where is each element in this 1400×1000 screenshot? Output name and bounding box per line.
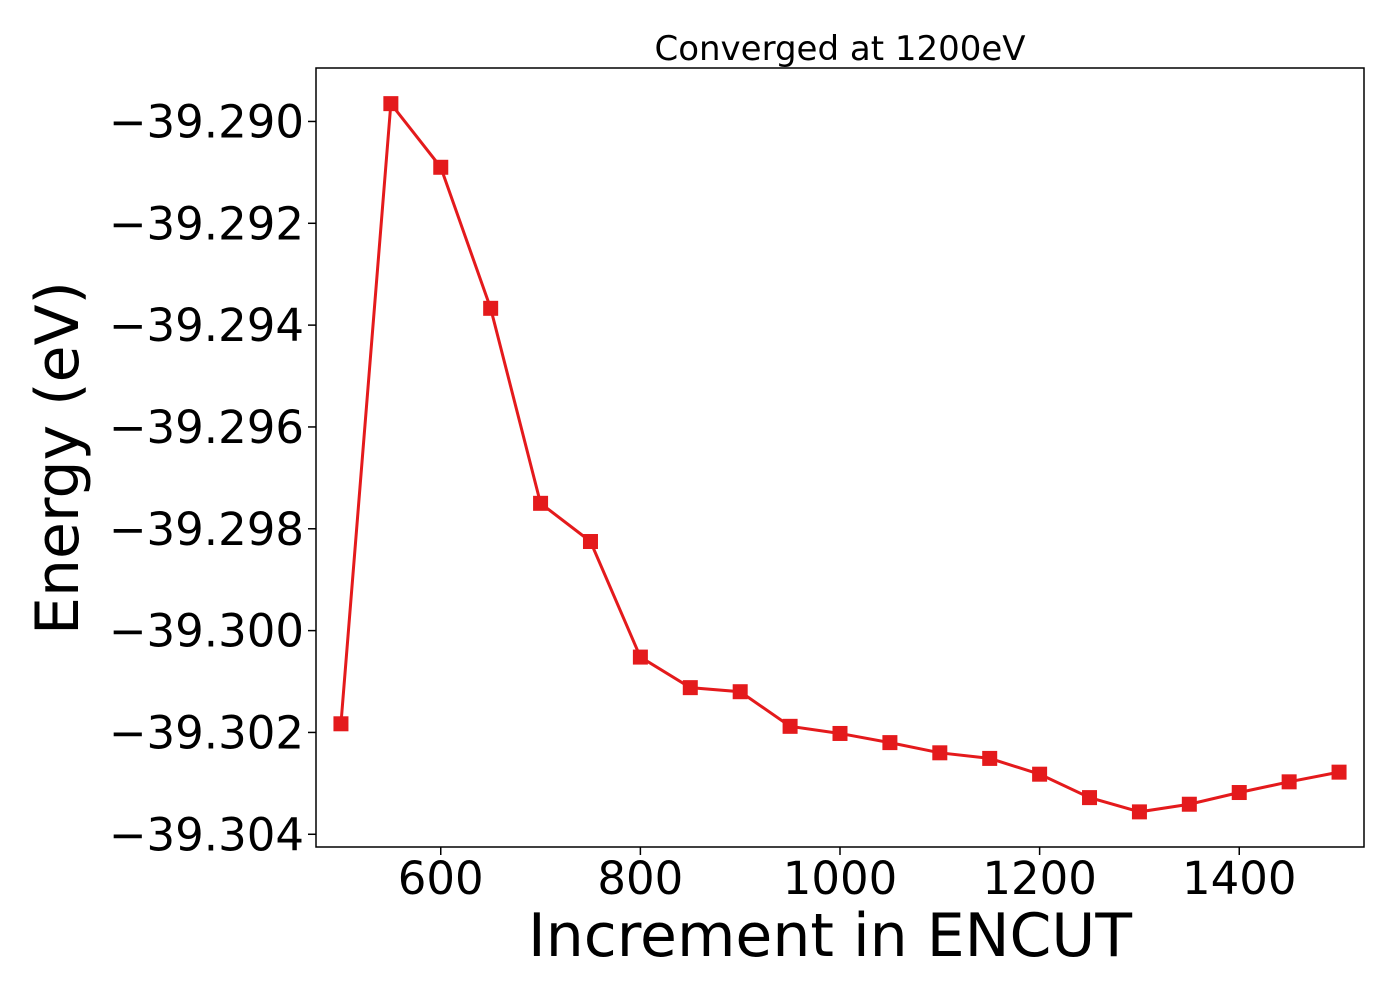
data-point xyxy=(333,716,349,732)
y-tick-label: −39.302 xyxy=(109,706,304,759)
series-line xyxy=(339,99,1340,814)
data-point xyxy=(632,649,648,665)
x-tick-label: 1400 xyxy=(1182,852,1297,905)
data-point xyxy=(882,735,898,751)
y-tick-label: −39.290 xyxy=(109,95,304,148)
y-axis-label: Energy (eV) xyxy=(23,281,93,635)
x-tick-label: 600 xyxy=(398,852,484,905)
x-tick-label: 1200 xyxy=(982,852,1097,905)
x-axis: 600 800 1000 1200 1400 xyxy=(398,847,1297,905)
data-point xyxy=(732,684,748,700)
data-point xyxy=(533,495,549,511)
y-axis: −39.290 −39.292 −39.294 −39.296 −39.298 −39.3… xyxy=(109,95,316,861)
y-tick-label: −39.298 xyxy=(109,503,304,556)
data-point xyxy=(1032,766,1048,782)
data-point xyxy=(1082,790,1098,806)
x-tick-label: 1000 xyxy=(783,852,898,905)
data-point xyxy=(782,718,798,734)
data-point xyxy=(1131,804,1147,820)
data-point xyxy=(832,725,848,741)
data-point xyxy=(582,534,598,550)
x-axis-label: Increment in ENCUT xyxy=(528,901,1132,971)
y-tick-label: −39.304 xyxy=(109,808,304,861)
data-point xyxy=(1331,764,1347,780)
data-point xyxy=(932,745,948,761)
data-point xyxy=(433,159,449,175)
y-tick-label: −39.292 xyxy=(109,197,304,250)
data-point xyxy=(682,680,698,696)
y-tick-label: −39.294 xyxy=(109,299,304,352)
data-point xyxy=(982,750,998,766)
y-tick-label: −39.296 xyxy=(109,401,304,454)
series-layer xyxy=(333,96,1347,820)
data-point xyxy=(383,96,399,112)
data-point xyxy=(483,300,499,316)
data-point xyxy=(1281,774,1297,790)
data-point xyxy=(1181,796,1197,812)
y-tick-label: −39.300 xyxy=(109,605,304,658)
chart-title: Converged at 1200eV xyxy=(654,29,1025,69)
data-point xyxy=(1231,785,1247,801)
x-tick-label: 800 xyxy=(597,852,683,905)
